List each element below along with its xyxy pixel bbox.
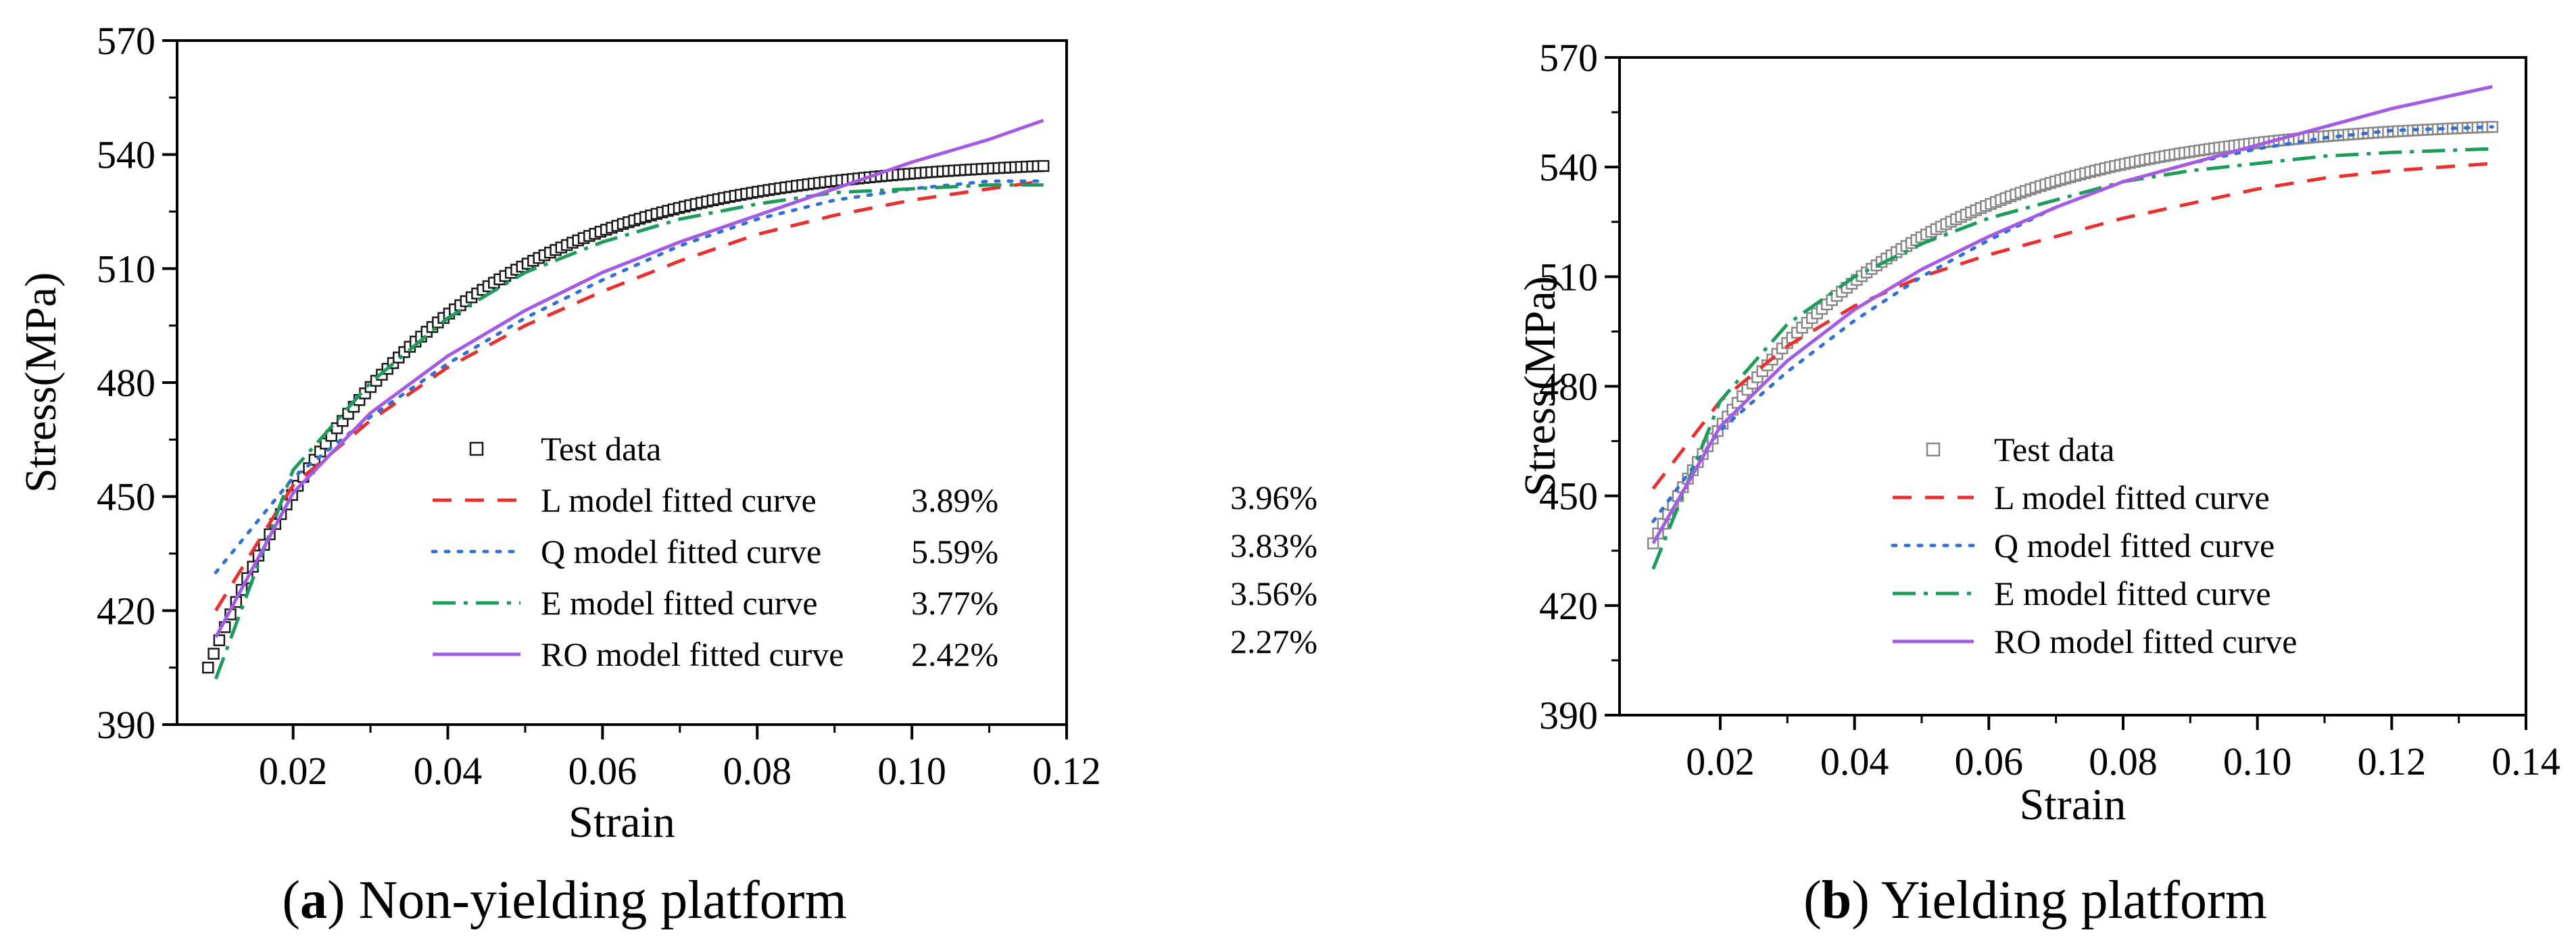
chart-b-xlabel: Strain	[2020, 780, 2127, 829]
chart-a-xlabel: Strain	[568, 798, 675, 847]
chart-a-legend-e-error: 3.77%	[911, 584, 998, 622]
chart-a-legend: Test data L model fitted curve 3.89% Q mode…	[431, 430, 998, 673]
chart-a-y-tick-label: 510	[97, 247, 155, 291]
chart-b-legend-l-label: L model fitted curve	[1994, 479, 2270, 516]
chart-a-legend-q-label: Q model fitted curve	[541, 533, 821, 570]
chart-a-y-tick-label: 570	[97, 19, 155, 63]
chart-a-x-tick-label: 0.02	[259, 749, 328, 793]
chart-a-caption: (a) Non-yielding platform	[282, 871, 846, 930]
chart-b-legend-test-data-label: Test data	[1994, 431, 2114, 468]
chart-a-x-tick-label: 0.10	[877, 749, 946, 793]
chart-b-legend-ro-label: RO model fitted curve	[1994, 623, 2298, 660]
chart-a-legend-test-data-marker	[469, 441, 484, 456]
chart-b-ylabel: Stress(MPa)	[1515, 276, 1565, 496]
chart-a-test-data-point	[202, 661, 214, 674]
chart-b-y-tick-label: 570	[1539, 36, 1598, 80]
chart-a-y-tick-label: 390	[97, 703, 155, 747]
chart-a-series-ro-line	[214, 118, 1044, 638]
chart-b-x-tick-label: 0.06	[1955, 739, 2024, 783]
chart-b-y-tick-label: 450	[1539, 474, 1598, 518]
chart-b-series-e-line	[1651, 147, 2493, 570]
chart-a-y-tick-label: 480	[97, 361, 155, 405]
chart-b-y-tick-label: 390	[1539, 694, 1598, 737]
chart-b-caption-text: ) Yielding platform	[1851, 871, 2267, 930]
chart-a-caption-open: (	[282, 871, 300, 930]
chart-a-test-data-point	[213, 634, 226, 646]
chart-a-x-tick-label: 0.06	[568, 749, 637, 793]
chart-b-caption: (b) Yielding platform	[1803, 871, 2267, 930]
chart-a-y-tick-label: 450	[97, 475, 155, 519]
chart-a-legend-ro-error: 2.42%	[911, 635, 998, 673]
chart-a-series-l-line	[214, 179, 1044, 612]
chart-a-frame	[176, 39, 1068, 726]
chart-b-legend-q-error: 3.83%	[1230, 527, 1317, 564]
chart-b: 0.02 0.04 0.06 0.08 0.10 0.12 0.14 390 420 450 480…	[1230, 36, 2560, 930]
chart-b-y-tick-label: 480	[1539, 365, 1598, 409]
chart-b-legend: Test data L model fitted curve 3.96% Q mode…	[1230, 431, 2298, 660]
chart-a-series-e-line	[214, 183, 1044, 680]
chart-a-legend-test-data-label: Test data	[541, 430, 661, 468]
chart-b-y-tick-label: 540	[1539, 145, 1598, 189]
chart-a-ylabel: Stress(MPa)	[16, 272, 66, 493]
chart-b-x-tick-label: 0.14	[2492, 739, 2560, 783]
chart-b-x-tick-label: 0.02	[1686, 739, 1755, 783]
chart-a-caption-letter: a	[300, 871, 327, 930]
chart-a-test-data-point	[208, 648, 220, 660]
chart-a-plot-content	[202, 118, 1050, 680]
chart-a-ticks: 0.02 0.04 0.06 0.08 0.10 0.12 390 420 450 480 510 5…	[97, 19, 1101, 793]
chart-a-x-tick-label: 0.04	[414, 749, 483, 793]
chart-b-legend-test-data-marker	[1926, 442, 1941, 457]
chart-b-x-tick-label: 0.08	[2089, 739, 2158, 783]
chart-a-test-data-point	[1037, 160, 1050, 172]
chart-b-legend-e-label: E model fitted curve	[1994, 575, 2271, 612]
chart-a-legend-ro-label: RO model fitted curve	[541, 635, 844, 673]
chart-b-plot-content	[1647, 84, 2499, 570]
chart-b-y-tick-label: 420	[1539, 584, 1598, 628]
chart-a-legend-l-label: L model fitted curve	[541, 481, 817, 519]
chart-b-x-tick-label: 0.10	[2223, 739, 2292, 783]
chart-a-y-tick-label: 540	[97, 133, 155, 177]
chart-b-series-l-line	[1651, 162, 2493, 490]
chart-b-frame	[1618, 56, 2527, 716]
chart-a: 0.02 0.04 0.06 0.08 0.10 0.12 390 420 450 480 510 5…	[16, 19, 1101, 930]
chart-b-legend-e-error: 3.56%	[1230, 575, 1317, 612]
chart-a-x-tick-label: 0.08	[723, 749, 792, 793]
chart-a-legend-q-error: 5.59%	[911, 533, 998, 570]
chart-a-legend-l-error: 3.89%	[911, 481, 998, 519]
chart-b-caption-open: (	[1803, 871, 1822, 930]
chart-b-caption-letter: b	[1822, 871, 1852, 930]
chart-a-caption-text: ) Non-yielding platform	[327, 871, 847, 930]
chart-b-x-tick-label: 0.12	[2358, 739, 2427, 783]
chart-a-legend-e-label: E model fitted curve	[541, 584, 818, 622]
chart-b-y-tick-label: 510	[1539, 255, 1598, 299]
chart-b-series-ro-line	[1651, 84, 2493, 545]
chart-a-y-tick-label: 420	[97, 589, 155, 633]
chart-a-x-tick-label: 0.12	[1032, 749, 1101, 793]
chart-b-legend-q-label: Q model fitted curve	[1994, 527, 2275, 564]
chart-b-x-tick-label: 0.04	[1820, 739, 1889, 783]
chart-b-legend-l-error: 3.96%	[1230, 479, 1317, 516]
chart-b-legend-ro-error: 2.27%	[1230, 623, 1317, 660]
chart-b-ticks: 0.02 0.04 0.06 0.08 0.10 0.12 0.14 390 420 450 480…	[1539, 36, 2560, 783]
